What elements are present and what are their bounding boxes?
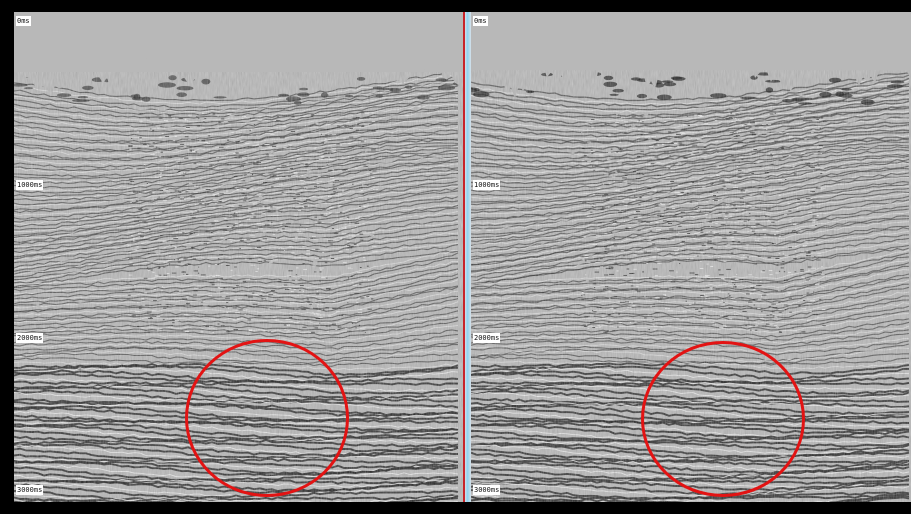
left-time-label-3000: 3000ms xyxy=(16,485,44,495)
left-seismic-panel[interactable]: 0ms 1000ms 2000ms 3000ms 142560182560222… xyxy=(14,12,465,502)
right-time-label-2000: 2000ms xyxy=(473,333,501,343)
right-seismic-panel[interactable]: 0ms 1000ms 2000ms 3000ms 137560177560217… xyxy=(471,12,911,502)
right-time-label-3000: 3000ms xyxy=(473,485,501,495)
right-highlight-circle xyxy=(641,341,805,497)
left-time-label-1000: 1000ms xyxy=(16,180,44,190)
left-trace-header xyxy=(14,12,463,45)
panel-splitter[interactable] xyxy=(465,12,471,502)
left-seismic-section xyxy=(14,12,463,502)
right-start-time-label: 0ms xyxy=(473,16,488,26)
left-time-label-2000: 2000ms xyxy=(16,333,44,343)
right-seismic-section xyxy=(471,12,911,502)
right-time-label-1000: 1000ms xyxy=(473,180,501,190)
left-start-time-label: 0ms xyxy=(16,16,31,26)
left-highlight-circle xyxy=(185,339,349,497)
right-trace-header xyxy=(471,12,911,45)
